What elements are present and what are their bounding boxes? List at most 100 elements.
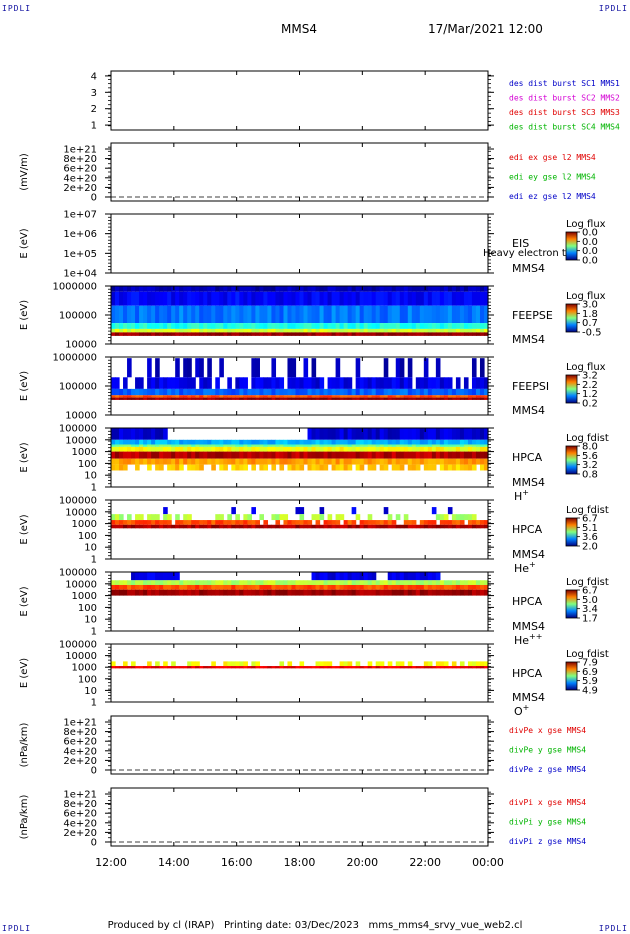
heatmap-cell — [359, 666, 365, 669]
heatmap-cell — [367, 446, 373, 452]
heatmap-cell — [183, 395, 188, 398]
heatmap-cell — [315, 584, 321, 590]
corner-mark-top-left: IPDLI — [2, 4, 32, 13]
heatmap-cell — [163, 291, 168, 306]
heatmap-cell — [183, 358, 188, 378]
heatmap-cell — [127, 524, 132, 529]
heatmap-cell — [399, 524, 405, 529]
heatmap-cell — [471, 397, 477, 400]
heatmap-cell — [127, 291, 132, 306]
heatmap-cell — [447, 397, 453, 400]
heatmap-cell — [243, 464, 248, 471]
heatmap-cell — [247, 458, 252, 465]
heatmap-cell — [287, 520, 293, 525]
heatmap-cell — [431, 520, 437, 525]
heatmap-cell — [287, 584, 293, 590]
heatmap-cell — [279, 661, 285, 667]
heatmap-cell — [231, 666, 236, 669]
heatmap-cell — [327, 524, 333, 529]
heatmap-cell — [199, 328, 204, 333]
heatmap-cell — [363, 397, 369, 400]
heatmap-cell — [131, 328, 136, 333]
heatmap-cell — [207, 328, 212, 333]
heatmap-cell — [331, 520, 337, 525]
heatmap-cell — [435, 444, 441, 447]
heatmap-cell — [279, 397, 285, 400]
heatmap-cell — [435, 388, 441, 396]
heatmap-cell — [439, 451, 445, 459]
heatmap-cell — [111, 305, 116, 324]
heatmap-cell — [123, 446, 128, 452]
heatmap-cell — [315, 332, 321, 336]
heatmap-cell — [143, 458, 148, 465]
heatmap-cell — [259, 332, 264, 336]
heatmap-cell — [139, 451, 144, 459]
heatmap-cell — [435, 439, 441, 445]
heatmap-cell — [355, 458, 361, 465]
heatmap-cell — [451, 291, 457, 306]
heatmap-cell — [155, 397, 160, 400]
heatmap-cell — [143, 388, 148, 396]
heatmap-cell — [459, 305, 465, 324]
heatmap-cell — [183, 589, 188, 596]
heatmap-cell — [423, 323, 429, 329]
heatmap-cell — [371, 451, 377, 459]
heatmap-cell — [219, 439, 224, 445]
heatmap-cell — [455, 332, 461, 336]
heatmap-cell — [123, 328, 128, 333]
heatmap-cell — [295, 507, 301, 515]
heatmap-cell — [231, 524, 236, 529]
heatmap-cell — [123, 584, 128, 590]
heatmap-cell — [175, 388, 180, 396]
heatmap-cell — [131, 332, 136, 336]
heatmap-cell — [419, 323, 425, 329]
heatmap-cell — [327, 446, 333, 452]
heatmap-cell — [263, 584, 269, 590]
heatmap-cell — [271, 358, 277, 378]
heatmap-cell — [363, 666, 369, 669]
heatmap-cell — [459, 328, 465, 333]
heatmap-cell — [251, 388, 256, 396]
heatmap-cell — [439, 464, 445, 471]
heatmap-cell — [275, 580, 281, 585]
heatmap-cell — [395, 572, 401, 581]
heatmap-cell — [343, 444, 349, 447]
heatmap-cell — [427, 395, 433, 398]
heatmap-cell — [395, 428, 401, 440]
y-tick-label: 4e+20 — [63, 173, 97, 184]
heatmap-cell — [311, 589, 317, 596]
colorbar — [565, 661, 578, 691]
heatmap-cell — [355, 464, 361, 471]
heatmap-cell — [159, 524, 164, 529]
heatmap-cell — [331, 395, 337, 398]
heatmap-cell — [139, 428, 144, 440]
heatmap-cell — [467, 328, 473, 333]
heatmap-cell — [243, 439, 248, 445]
heatmap-cell — [115, 328, 120, 333]
heatmap-cell — [399, 388, 405, 396]
heatmap-cell — [419, 580, 425, 585]
heatmap-cell — [379, 395, 385, 398]
heatmap-cell — [391, 328, 397, 333]
heatmap-cell — [111, 395, 116, 398]
heatmap-cell — [387, 444, 393, 447]
heatmap-cell — [179, 446, 184, 452]
heatmap-cell — [363, 328, 369, 333]
heatmap-cell — [223, 661, 228, 667]
heatmap-cell — [307, 332, 313, 336]
heatmap-cell — [399, 584, 405, 590]
heatmap-cell — [171, 397, 176, 400]
heatmap-cell — [387, 439, 393, 445]
heatmap-cell — [399, 286, 405, 292]
heatmap-cell — [391, 572, 397, 581]
heatmap-cell — [367, 444, 373, 447]
heatmap-cell — [187, 584, 192, 590]
spacecraft-title: MMS4 — [281, 22, 317, 36]
heatmap-cell — [343, 572, 349, 581]
spacecraft-label: MMS4 — [512, 548, 545, 561]
heatmap-cell — [247, 520, 252, 525]
heatmap-cell — [383, 358, 389, 378]
heatmap-cell — [455, 464, 461, 471]
heatmap-cell — [375, 439, 381, 445]
species-label: He++ — [514, 632, 542, 647]
